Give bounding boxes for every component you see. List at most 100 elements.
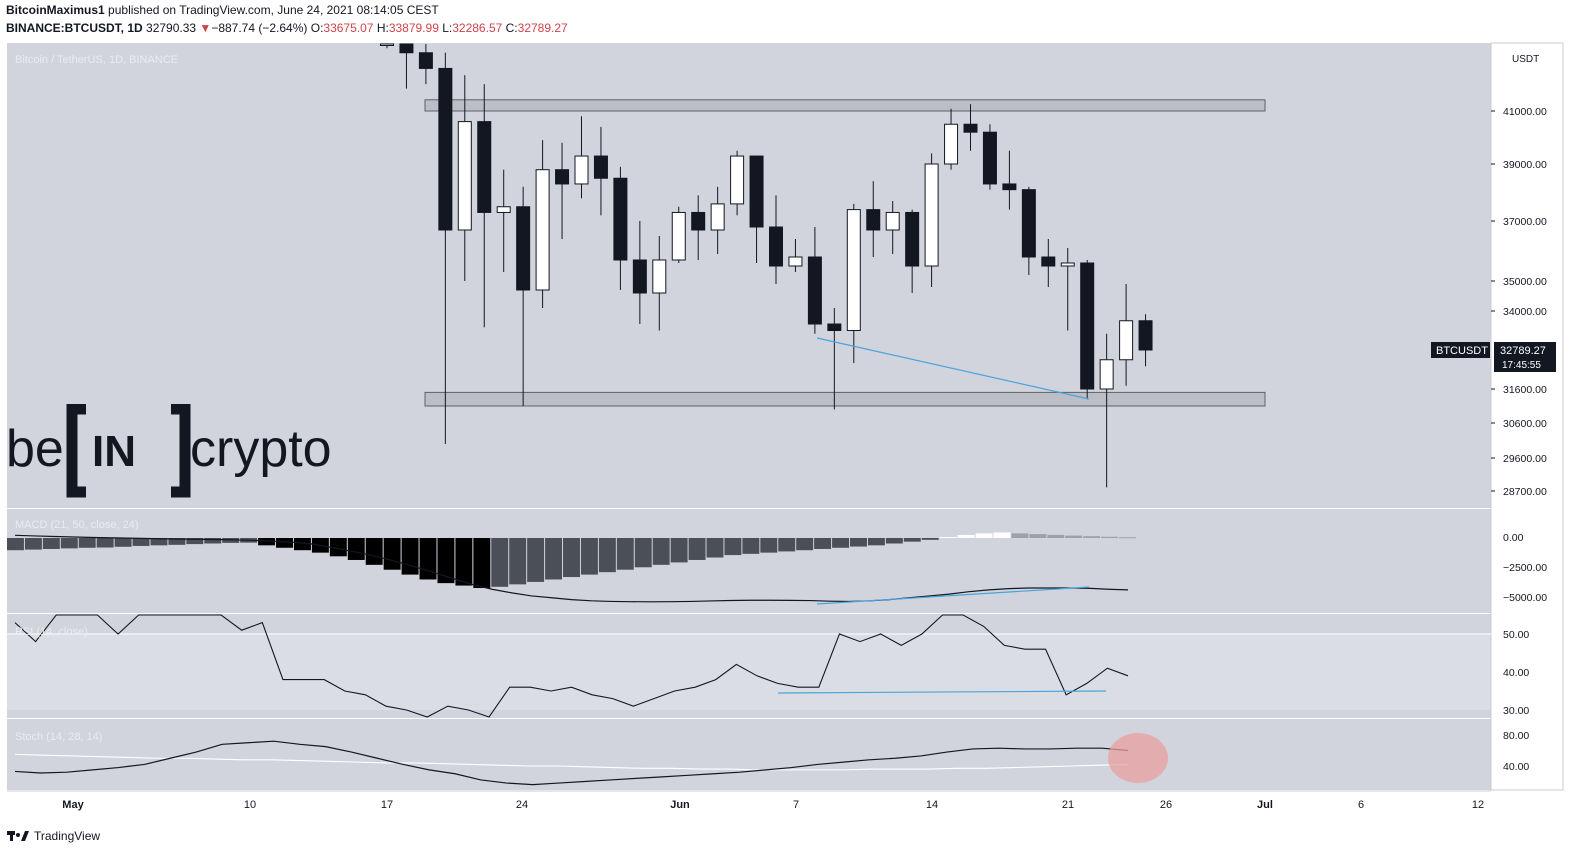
macd-histogram-bar [706,538,724,558]
macd-pane[interactable] [7,509,1491,613]
macd-histogram-bar [921,538,939,540]
stoch-label: Stoch (14, 28, 14) [15,731,102,743]
macd-tick-label: −2500.00 [1503,562,1547,574]
price-tick-label: 28700.00 [1503,486,1547,498]
candle-body [496,206,511,213]
rsi-trendline[interactable] [777,690,1107,694]
candle-body [555,169,570,185]
macd-histogram-bar [96,538,114,548]
candle-body [905,211,920,267]
macd-histogram-bar [365,538,383,565]
macd-histogram-bar [742,538,760,554]
close-value: 32789.27 [517,21,568,35]
publisher-name[interactable]: BitcoinMaximus1 [6,3,105,17]
price-tick-label: 30600.00 [1503,418,1547,430]
price-tick-label: 41000.00 [1503,106,1547,118]
candle-body [982,131,997,185]
candle-body [652,259,667,294]
macd-histogram-bar [1065,535,1083,538]
time-tick-label: 10 [244,799,256,811]
macd-trendline[interactable] [816,586,1090,605]
support-resistance-zone [424,99,1266,112]
macd-histogram-bar [563,538,580,578]
candle-body [788,256,803,267]
candle-body [535,169,550,291]
candle-body [593,155,608,179]
time-tick-label: 26 [1160,799,1172,811]
low-value: 32286.57 [452,21,503,35]
macd-histogram-bar [957,534,975,538]
price-trendline[interactable] [816,337,1090,400]
candle-body [769,226,783,267]
macd-histogram-bar [1101,536,1119,538]
macd-histogram-bar [276,538,293,548]
macd-histogram-bar [545,538,563,580]
change-value: −887.74 (−2.64%) [211,21,308,35]
candle-body [477,121,492,213]
beincrypto-logo: be IN crypto [6,403,346,504]
macd-histogram-bar [1119,537,1136,539]
macd-histogram-bar [1047,534,1065,538]
candle-body [749,155,764,228]
low-label: L: [442,21,453,35]
candle-body [827,323,842,331]
footer-brand[interactable]: TradingView [6,829,100,843]
candle-body [438,67,453,231]
time-tick-label: 24 [516,799,528,811]
macd-histogram-bar [383,538,401,570]
macd-tick-label: 0.00 [1503,532,1524,544]
price-tick-label: 35000.00 [1503,276,1547,288]
time-tick-label: Jun [670,799,690,811]
rsi-tick-label: 50.00 [1503,629,1529,641]
macd-signal-line [14,534,1129,603]
macd-histogram-bar [939,537,957,539]
macd-histogram-bar [975,533,993,538]
candle-body [418,52,433,69]
candle-body [1021,189,1036,258]
price-axis[interactable] [1490,42,1564,791]
ohlc-line: BINANCE:BTCUSDT, 1D 32790.33 ▼−887.74 (−… [6,21,568,35]
candle-body [846,209,861,332]
macd-histogram-bar [796,538,814,551]
macd-histogram-bar [42,538,60,549]
logo-crypto: crypto [190,420,332,478]
last-price-tag [1494,342,1556,372]
macd-histogram-bar [1029,534,1047,538]
stoch-pane[interactable] [7,719,1491,790]
candle-body [1080,262,1095,390]
publish-line: BitcoinMaximus1 published on TradingView… [6,3,439,17]
beincrypto-logo-svg: be IN crypto [6,403,332,498]
candle-body [574,155,589,185]
price-tick-label: 37000.00 [1503,216,1547,228]
macd-histogram-bar [293,538,311,551]
macd-histogram-bar [7,538,24,551]
macd-histogram-bar [491,538,509,587]
price-pane[interactable] [7,43,1491,508]
macd-histogram-bar [347,538,365,560]
macd-histogram-bar [616,538,634,570]
stoch-k-line [14,740,1129,786]
macd-histogram-bar [222,538,240,543]
candle-body [885,211,900,231]
candle-body [632,259,647,294]
logo-right-bracket [171,403,191,498]
macd-histogram-bar [724,538,742,556]
time-tick-label: May [62,799,84,811]
footer-brand-text: TradingView [34,829,101,843]
candle-body [457,121,472,231]
support-resistance-zone [424,391,1266,407]
published-text: published on TradingView.com, June 24, 2… [108,3,439,17]
last-value: 32790.33 [146,21,197,35]
candle-body [613,177,628,261]
macd-histogram-bar [455,538,473,586]
macd-histogram-bar [778,538,796,552]
chart-title: Bitcoin / TetherUS, 1D, BINANCE [15,54,178,66]
macd-histogram-bar [885,538,903,544]
time-tick-label: Jul [1257,799,1273,811]
macd-histogram-bar [850,538,867,547]
candle-body [671,211,686,261]
open-value: 33675.07 [323,21,374,35]
candle-body [944,123,959,165]
stoch-d-line [14,753,1129,771]
